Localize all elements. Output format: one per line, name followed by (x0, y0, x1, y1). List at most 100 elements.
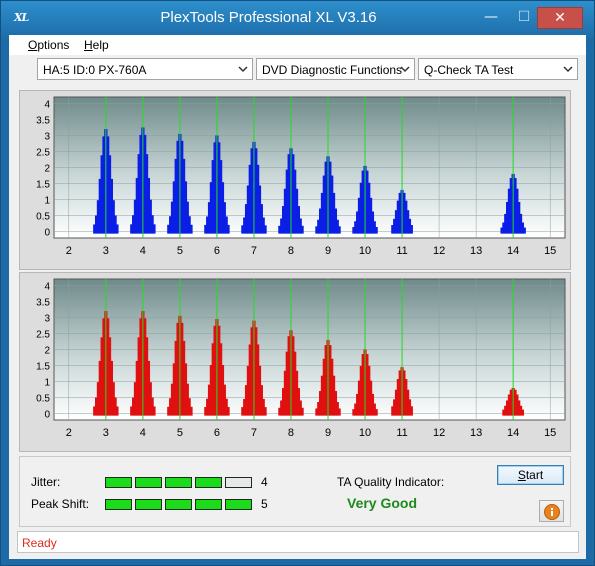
y-tick-label: 3 (44, 131, 50, 142)
histogram-bar (254, 327, 258, 416)
peak-shift-value: 5 (261, 497, 268, 511)
histogram-bar (132, 397, 136, 416)
y-tick-label: 4 (44, 99, 50, 110)
close-button[interactable]: ✕ (537, 7, 583, 29)
histogram-bar (374, 409, 378, 416)
chevron-down-icon (400, 63, 410, 75)
meter-segment (105, 499, 132, 510)
histogram-bar (263, 225, 267, 234)
app-logo-icon: XL (14, 11, 29, 24)
minimize-button[interactable]: — (484, 9, 498, 25)
histogram-bar (148, 199, 152, 234)
histogram-bar (169, 398, 173, 416)
histogram-bar (337, 408, 341, 416)
histogram-bar (102, 136, 106, 234)
histogram-bar (291, 154, 295, 234)
histogram-bar (517, 201, 521, 234)
histogram-bar (106, 136, 110, 234)
histogram-bar (206, 398, 210, 416)
histogram-bar (220, 365, 225, 416)
window-title: PlexTools Professional XL V3.16 (160, 9, 377, 26)
histogram-bar (333, 208, 338, 234)
histogram-bar (93, 224, 97, 234)
histogram-bar (372, 403, 376, 416)
x-tick-label: 15 (544, 245, 556, 257)
ta-quality-label: TA Quality Indicator: (337, 475, 445, 489)
histogram-bar (256, 164, 260, 234)
meter-segment (135, 477, 162, 488)
histogram-bar (130, 406, 134, 416)
histogram-bar (100, 155, 104, 234)
y-tick-label: 0.5 (36, 394, 50, 405)
histogram-bar (185, 201, 189, 234)
y-tick-label: 1 (44, 196, 50, 207)
histogram-bar (335, 401, 339, 416)
histogram-bar (324, 161, 328, 234)
histogram-bar (133, 199, 138, 234)
x-tick-label: 8 (288, 245, 294, 257)
histogram-bar (211, 343, 215, 416)
histogram-bar (107, 337, 112, 416)
histogram-bar (206, 216, 210, 234)
y-tick-label: 2.5 (36, 329, 50, 340)
histogram-bar (174, 158, 178, 234)
histogram-bar (244, 385, 249, 416)
histogram-bar (180, 140, 184, 234)
histogram-bar (137, 337, 141, 416)
histogram-bar (187, 398, 191, 416)
test-select[interactable]: Q-Check TA Test (418, 58, 578, 80)
y-tick-label: 1.5 (36, 180, 50, 191)
histogram-bar (317, 401, 321, 416)
histogram-bar (187, 216, 191, 234)
x-tick-label: 8 (288, 427, 294, 439)
histogram-bar (243, 398, 247, 416)
histogram-bar (328, 345, 332, 416)
histogram-bar (520, 222, 525, 234)
histogram-bar (109, 360, 113, 416)
jitter-label: Jitter: (31, 475, 61, 489)
histogram-bar (407, 218, 412, 234)
info-button[interactable] (539, 500, 564, 522)
histogram-bar (280, 400, 284, 416)
titlebar[interactable]: XL PlexTools Professional XL V3.16 — ☐ ✕ (1, 1, 594, 35)
y-tick-label: 2 (44, 164, 50, 175)
histogram-bar (374, 227, 378, 234)
histogram-bar (213, 325, 217, 416)
histogram-bar (278, 407, 282, 416)
status-text: Ready (22, 536, 57, 550)
histogram-bar (224, 398, 228, 416)
histogram-bar (150, 397, 154, 416)
histogram-bar (130, 224, 134, 234)
histogram-bar (170, 383, 175, 416)
function-select[interactable]: DVD Diagnostic Functions (256, 58, 415, 80)
histogram-bar (370, 393, 375, 416)
maximize-button[interactable]: ☐ (517, 9, 531, 25)
menu-help[interactable]: Help (84, 38, 109, 52)
histogram-bar (180, 322, 184, 416)
y-tick-label: 0 (44, 410, 50, 421)
start-button-label: Start (517, 468, 544, 482)
meter-segment (135, 499, 162, 510)
x-tick-label: 14 (507, 245, 519, 257)
histogram-bar (396, 200, 400, 234)
histogram-bar (370, 211, 375, 234)
menu-options[interactable]: Options (28, 38, 69, 52)
histogram-bar (298, 400, 302, 416)
drive-select-value: HA:5 ID:0 PX-760A (43, 63, 147, 77)
meter-segment (195, 499, 222, 510)
histogram-bar (146, 360, 151, 416)
histogram-bar (359, 182, 363, 234)
histogram-bar (504, 213, 508, 234)
start-button[interactable]: Start (497, 465, 564, 485)
histogram-bar (394, 210, 399, 234)
drive-select[interactable]: HA:5 ID:0 PX-760A (37, 58, 253, 80)
histogram-bar (406, 210, 410, 234)
x-tick-label: 2 (66, 427, 72, 439)
histogram-bar (404, 200, 408, 234)
histogram-bar (133, 382, 138, 416)
histogram-bar (398, 370, 402, 416)
histogram-bar (143, 134, 147, 234)
histogram-bar (143, 318, 147, 416)
histogram-bar (172, 363, 176, 416)
